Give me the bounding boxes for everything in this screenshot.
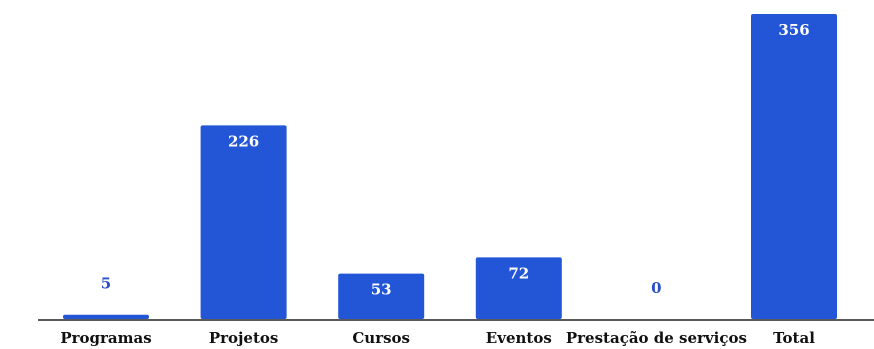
category-label-programas: Programas bbox=[60, 329, 151, 347]
value-label-eventos: 72 bbox=[508, 264, 529, 282]
category-label-eventos: Eventos bbox=[486, 329, 552, 347]
value-label-projetos: 226 bbox=[228, 132, 259, 150]
bar-total bbox=[751, 14, 837, 319]
category-label-cursos: Cursos bbox=[352, 329, 410, 347]
value-label-prestacao-de-servicos: 0 bbox=[651, 279, 661, 297]
category-label-projetos: Projetos bbox=[209, 329, 279, 347]
bar-cursos bbox=[338, 273, 425, 319]
bar-programas bbox=[63, 314, 149, 319]
value-label-cursos: 53 bbox=[371, 281, 392, 299]
category-label-total: Total bbox=[773, 329, 815, 347]
value-label-total: 356 bbox=[778, 21, 809, 39]
category-label-prestacao-de-servicos: Prestação de serviços bbox=[566, 329, 747, 347]
value-labels-group: 5 226 53 72 0 356 bbox=[101, 21, 810, 299]
value-label-programas: 5 bbox=[101, 275, 111, 293]
bars-group bbox=[63, 14, 837, 319]
bar-eventos bbox=[475, 257, 562, 319]
bar-projetos bbox=[200, 125, 287, 319]
category-labels-group: Programas Projetos Cursos Eventos Prestação … bbox=[60, 329, 815, 347]
